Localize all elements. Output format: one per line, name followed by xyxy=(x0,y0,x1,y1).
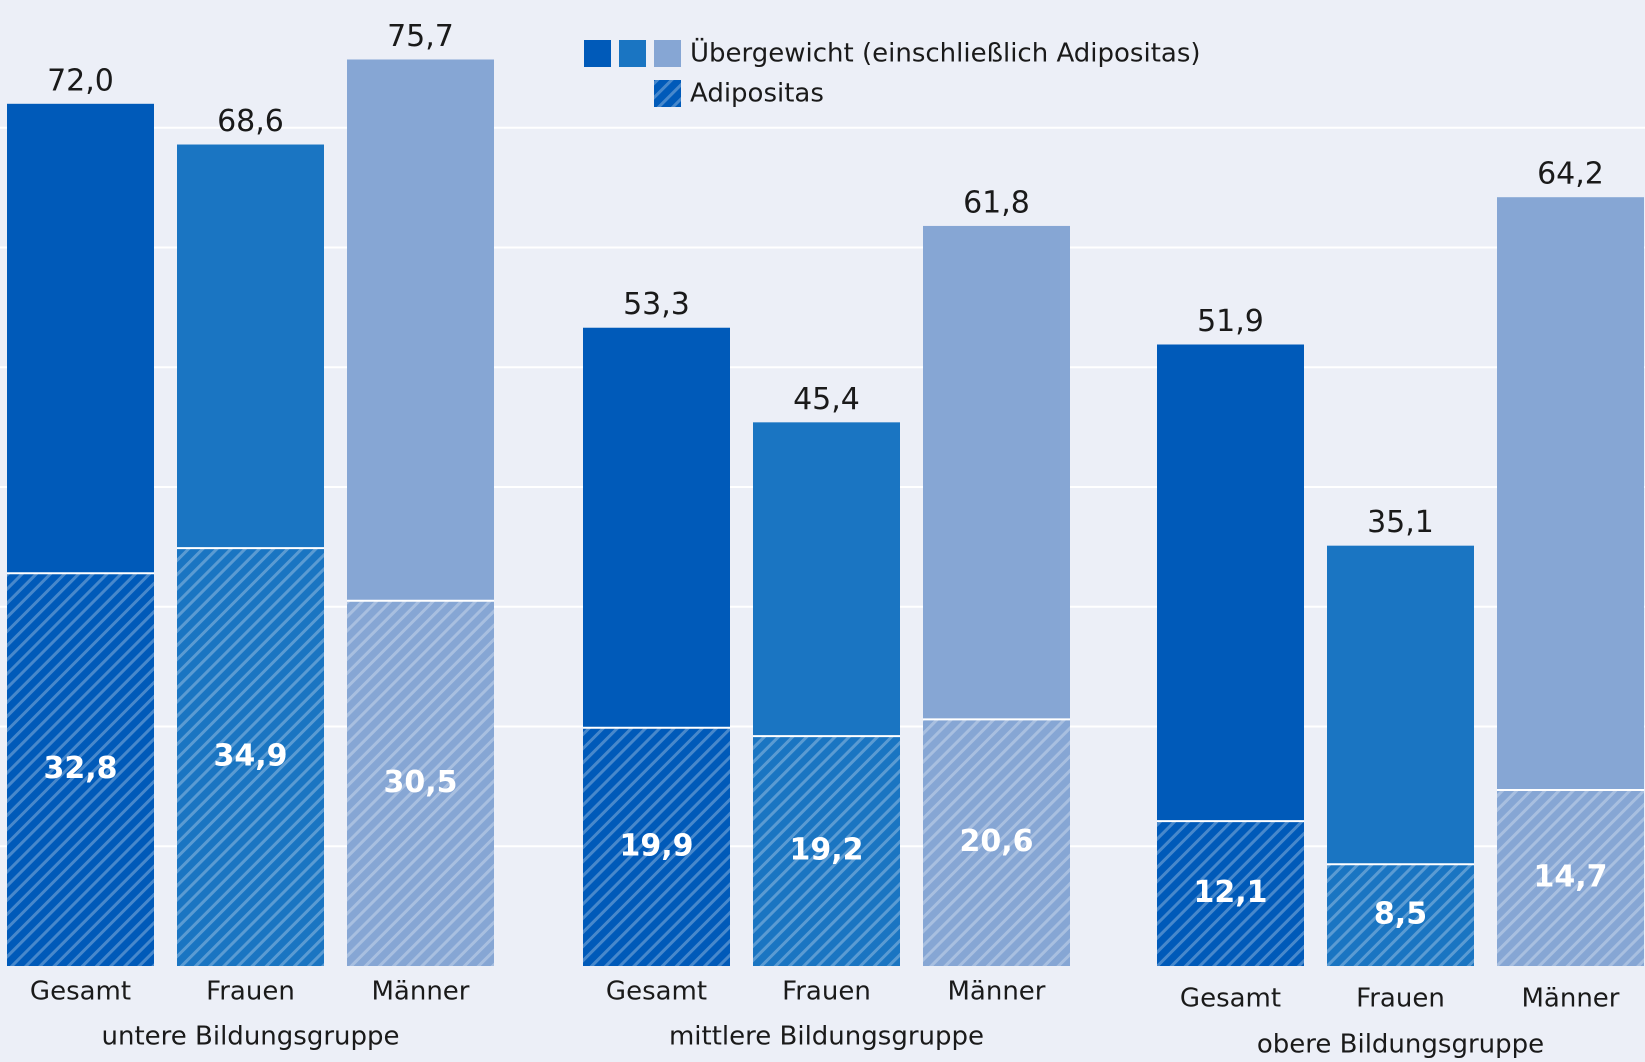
hatched-bar xyxy=(1497,789,1644,966)
value-label: 45,4 xyxy=(793,382,860,417)
inner-value-label: 32,8 xyxy=(43,751,117,786)
inner-value-label: 8,5 xyxy=(1374,897,1427,932)
hatched-bar xyxy=(1327,864,1474,966)
value-label: 35,1 xyxy=(1367,505,1434,540)
x-tick-label: Frauen xyxy=(1356,984,1445,1014)
hatched-bar xyxy=(753,736,900,966)
value-label: 64,2 xyxy=(1537,157,1604,192)
x-tick-label: Männer xyxy=(371,977,469,1007)
value-label: 72,0 xyxy=(47,63,114,98)
group-label: mittlere Bildungsgruppe xyxy=(669,1022,984,1052)
inner-value-label: 20,6 xyxy=(959,824,1033,859)
inner-value-label: 34,9 xyxy=(213,739,287,774)
value-label: 51,9 xyxy=(1197,304,1264,339)
legend-swatch xyxy=(654,40,681,67)
x-tick-label: Gesamt xyxy=(30,977,131,1007)
x-tick-label: Gesamt xyxy=(606,977,707,1007)
x-tick-label: Frauen xyxy=(206,977,295,1007)
hatched-bar xyxy=(923,719,1070,966)
value-label: 68,6 xyxy=(217,104,284,139)
hatched-bar xyxy=(583,727,730,966)
group-label: obere Bildungsgruppe xyxy=(1257,1030,1544,1060)
inner-value-label: 19,9 xyxy=(619,828,693,863)
legend-label: Übergewicht (einschließlich Adipositas) xyxy=(690,37,1201,69)
inner-value-label: 14,7 xyxy=(1533,859,1607,894)
x-tick-label: Männer xyxy=(947,977,1045,1007)
legend-swatch xyxy=(584,40,611,67)
inner-value-label: 12,1 xyxy=(1193,875,1267,910)
x-tick-label: Gesamt xyxy=(1180,984,1281,1014)
inner-value-label: 30,5 xyxy=(383,765,457,800)
group-label: untere Bildungsgruppe xyxy=(102,1022,400,1052)
value-label: 75,7 xyxy=(387,19,454,54)
legend-swatch xyxy=(619,40,646,67)
value-label: 61,8 xyxy=(963,185,1030,220)
legend-swatch xyxy=(654,80,681,107)
hatched-bar xyxy=(7,573,154,966)
hatched-bar xyxy=(177,548,324,966)
value-label: 53,3 xyxy=(623,287,690,322)
hatched-bar xyxy=(1157,821,1304,966)
hatched-bar xyxy=(347,600,494,966)
legend-label: Adipositas xyxy=(690,79,824,109)
x-tick-label: Männer xyxy=(1521,984,1619,1014)
x-tick-label: Frauen xyxy=(782,977,871,1007)
inner-value-label: 19,2 xyxy=(789,833,863,868)
